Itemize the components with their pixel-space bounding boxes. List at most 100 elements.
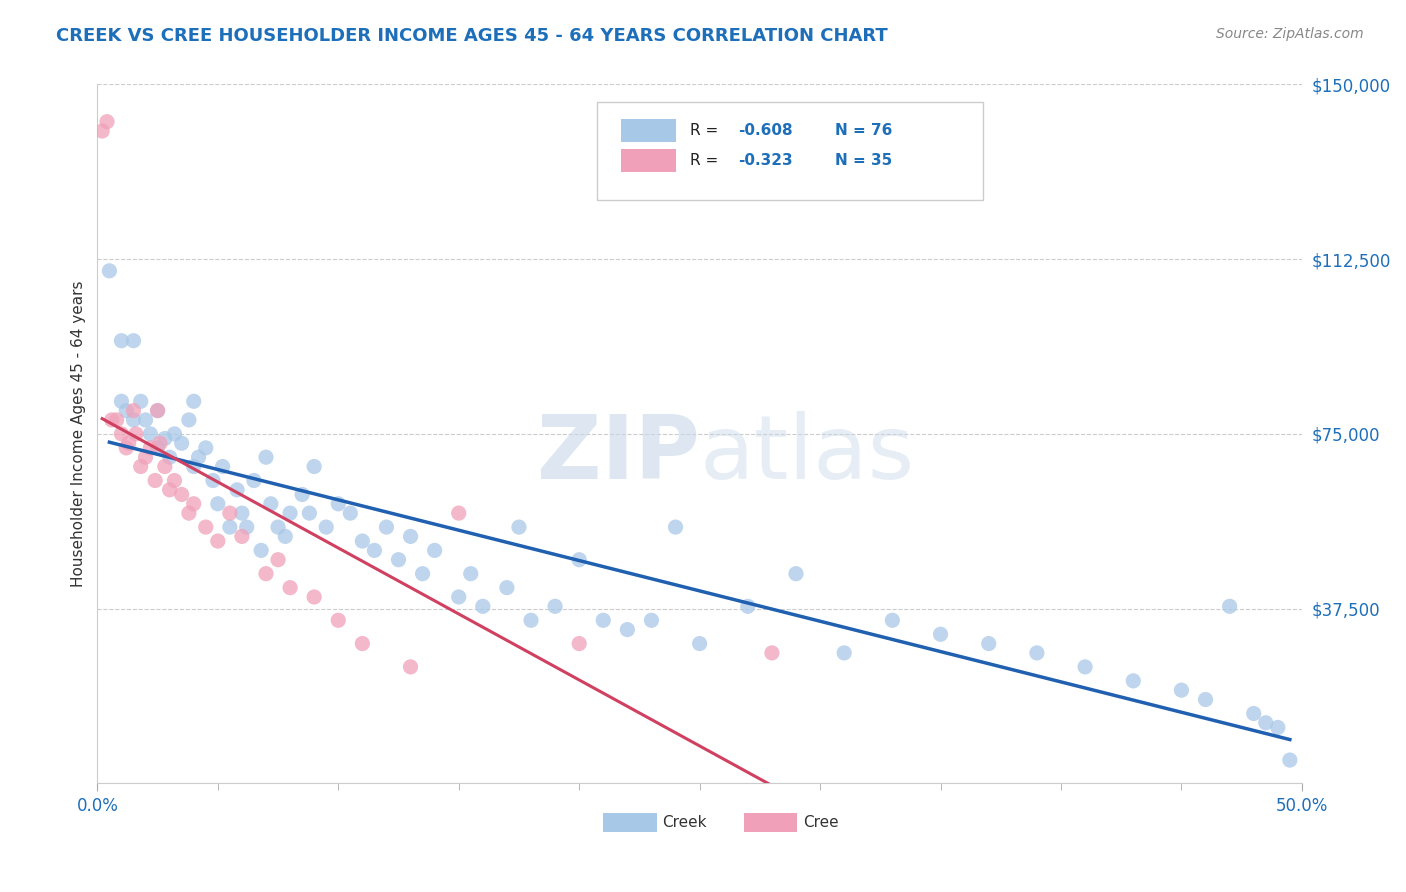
Point <box>399 660 422 674</box>
Point <box>91 124 114 138</box>
Point <box>328 497 350 511</box>
Point <box>302 590 325 604</box>
Point <box>250 543 273 558</box>
Point <box>592 613 614 627</box>
Point <box>267 552 290 566</box>
Point <box>149 436 172 450</box>
Point <box>194 441 217 455</box>
Point <box>568 637 591 651</box>
Point <box>211 459 233 474</box>
Point <box>139 426 162 441</box>
Point <box>115 441 138 455</box>
Point <box>568 552 591 566</box>
Point <box>640 613 662 627</box>
Point <box>1278 753 1301 767</box>
Point <box>183 394 205 409</box>
Point <box>302 459 325 474</box>
FancyBboxPatch shape <box>598 102 983 200</box>
Point <box>207 534 229 549</box>
Point <box>1243 706 1265 721</box>
Bar <box>621 120 675 142</box>
Text: Source: ZipAtlas.com: Source: ZipAtlas.com <box>1216 27 1364 41</box>
Point <box>352 637 374 651</box>
Point <box>447 590 470 604</box>
Point <box>387 552 409 566</box>
Point <box>122 334 145 348</box>
Point <box>143 474 166 488</box>
Point <box>1122 673 1144 688</box>
Point <box>291 487 314 501</box>
Point <box>278 506 301 520</box>
Point <box>231 529 253 543</box>
Point <box>1025 646 1047 660</box>
Point <box>129 394 152 409</box>
Point <box>125 426 148 441</box>
Point <box>183 459 205 474</box>
Point <box>122 403 145 417</box>
Point <box>98 264 121 278</box>
Point <box>761 646 783 660</box>
Text: Creek: Creek <box>662 815 707 830</box>
Point <box>110 394 132 409</box>
Text: CREEK VS CREE HOUSEHOLDER INCOME AGES 45 - 64 YEARS CORRELATION CHART: CREEK VS CREE HOUSEHOLDER INCOME AGES 45… <box>56 27 889 45</box>
Point <box>153 459 176 474</box>
Point <box>399 529 422 543</box>
Point <box>96 114 118 128</box>
Point <box>135 450 157 465</box>
Point <box>544 599 567 614</box>
Point <box>423 543 446 558</box>
Point <box>1074 660 1097 674</box>
Point <box>274 529 297 543</box>
Text: ZIP: ZIP <box>537 411 700 499</box>
Point <box>235 520 257 534</box>
Point <box>101 413 124 427</box>
Point <box>508 520 530 534</box>
Point <box>218 520 240 534</box>
Point <box>231 506 253 520</box>
Point <box>315 520 337 534</box>
Point <box>153 432 176 446</box>
Point <box>135 413 157 427</box>
Point <box>118 436 141 450</box>
Point <box>105 413 128 427</box>
Text: N = 35: N = 35 <box>835 153 891 168</box>
Point <box>110 426 132 441</box>
Point <box>226 483 249 497</box>
Point <box>187 450 209 465</box>
Point <box>207 497 229 511</box>
Point <box>146 403 169 417</box>
Point <box>1254 715 1277 730</box>
Point <box>183 497 205 511</box>
Text: R =: R = <box>690 153 723 168</box>
Point <box>163 474 186 488</box>
Point <box>471 599 494 614</box>
Text: -0.608: -0.608 <box>738 123 793 138</box>
Point <box>159 450 181 465</box>
Text: atlas: atlas <box>700 411 915 499</box>
Point <box>170 436 193 450</box>
Point <box>1194 692 1216 706</box>
Point <box>352 534 374 549</box>
Point <box>328 613 350 627</box>
Point <box>339 506 361 520</box>
Point <box>159 483 181 497</box>
Point <box>254 450 277 465</box>
Text: Cree: Cree <box>803 815 838 830</box>
Point <box>146 441 169 455</box>
Bar <box>621 150 675 172</box>
Point <box>139 441 162 455</box>
Point <box>115 403 138 417</box>
Point <box>412 566 434 581</box>
Point <box>254 566 277 581</box>
Y-axis label: Householder Income Ages 45 - 64 years: Householder Income Ages 45 - 64 years <box>72 281 86 587</box>
Point <box>832 646 855 660</box>
Point <box>267 520 290 534</box>
Point <box>520 613 543 627</box>
Text: N = 76: N = 76 <box>835 123 891 138</box>
Point <box>1170 683 1192 698</box>
Point <box>129 459 152 474</box>
Point <box>146 403 169 417</box>
Point <box>218 506 240 520</box>
Point <box>616 623 638 637</box>
Point <box>201 474 224 488</box>
